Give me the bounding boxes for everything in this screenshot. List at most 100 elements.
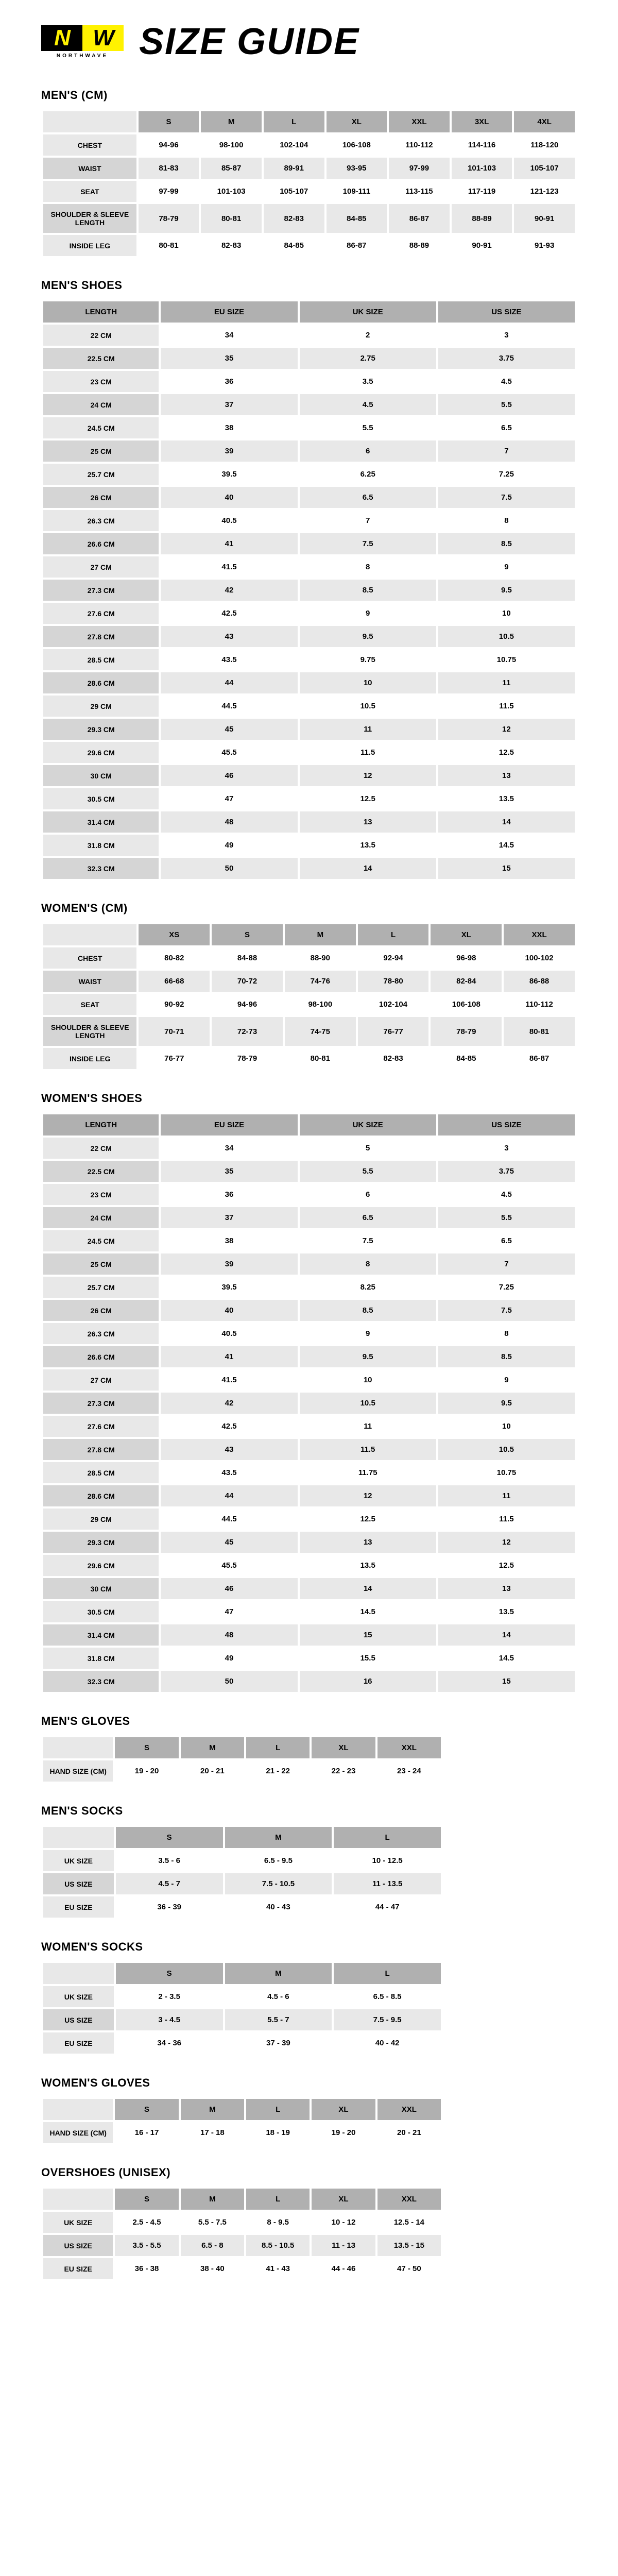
cell: 4.5 [438, 1184, 575, 1205]
cell: 110-112 [504, 994, 575, 1015]
cell: 78-79 [431, 1017, 502, 1046]
cell: 5.5 [300, 1161, 436, 1182]
cell: 114-116 [452, 134, 512, 156]
cell: 42.5 [161, 603, 297, 624]
cell: 3.5 - 6 [116, 1850, 223, 1871]
cell: 44 [161, 672, 297, 693]
cell: 81-83 [139, 158, 199, 179]
size-header: 4XL [514, 111, 575, 132]
cell: 3 [438, 1138, 575, 1159]
cell: 11.5 [438, 1509, 575, 1530]
cell: 106-108 [431, 994, 502, 1015]
cell: 82-83 [201, 235, 262, 256]
row-header: 27.3 CM [43, 580, 159, 601]
row-header: CHEST [43, 947, 136, 969]
brand-logo: N W NORTHWAVE [41, 25, 124, 59]
cell: 38 [161, 1230, 297, 1251]
cell: 3.75 [438, 348, 575, 369]
row-header: 27.8 CM [43, 626, 159, 647]
cell: 15.5 [300, 1648, 436, 1669]
cell: 37 - 39 [225, 2032, 332, 2054]
cell: 4.5 [438, 371, 575, 392]
cell: 37 [161, 1207, 297, 1228]
logo-w: W [82, 25, 124, 51]
cell: 9.5 [300, 626, 436, 647]
cell: 40 - 43 [225, 1896, 332, 1918]
shoes-header: US SIZE [438, 301, 575, 323]
cell: 86-87 [389, 204, 450, 233]
row-header: SEAT [43, 994, 136, 1015]
shoes-header: EU SIZE [161, 301, 297, 323]
cell: 9 [300, 1323, 436, 1344]
row-header: 27.6 CM [43, 1416, 159, 1437]
overshoes-table: SMLXLXXLUK SIZE2.5 - 4.55.5 - 7.58 - 9.5… [41, 2187, 443, 2281]
blank-header [43, 1737, 113, 1758]
cell: 42.5 [161, 1416, 297, 1437]
mens-cm-title: MEN'S (CM) [41, 89, 577, 102]
cell: 9 [438, 556, 575, 578]
size-header: XS [139, 924, 210, 945]
cell: 46 [161, 1578, 297, 1599]
row-header: 23 CM [43, 371, 159, 392]
cell: 4.5 - 6 [225, 1986, 332, 2007]
womens-shoes-table: LENGTHEU SIZEUK SIZEUS SIZE22 CM345322.5… [41, 1112, 577, 1694]
cell: 10 [438, 603, 575, 624]
blank-header [43, 924, 136, 945]
cell: 44 - 47 [334, 1896, 441, 1918]
cell: 8.5 [438, 533, 575, 554]
cell: 36 [161, 1184, 297, 1205]
cell: 5 [300, 1138, 436, 1159]
cell: 6.5 [438, 1230, 575, 1251]
row-header: 31.4 CM [43, 811, 159, 833]
cell: 6.5 [438, 417, 575, 438]
cell: 80-81 [139, 235, 199, 256]
cell: 94-96 [212, 994, 283, 1015]
cell: 8.5 [300, 580, 436, 601]
cell: 121-123 [514, 181, 575, 202]
cell: 90-92 [139, 994, 210, 1015]
blank-header [43, 2189, 113, 2210]
cell: 6 [300, 1184, 436, 1205]
row-header: EU SIZE [43, 2032, 114, 2054]
cell: 23 - 24 [377, 1760, 441, 1782]
cell: 5.5 [438, 394, 575, 415]
cell: 8 [300, 556, 436, 578]
cell: 13.5 [300, 1555, 436, 1576]
size-header: M [285, 924, 356, 945]
size-header: L [246, 2189, 310, 2210]
cell: 8 [438, 1323, 575, 1344]
cell: 45.5 [161, 742, 297, 763]
cell: 7 [438, 440, 575, 462]
cell: 10 [300, 1369, 436, 1391]
cell: 109-111 [327, 181, 387, 202]
cell: 47 - 50 [377, 2258, 441, 2279]
row-header: INSIDE LEG [43, 235, 136, 256]
size-header: XXL [504, 924, 575, 945]
cell: 70-72 [212, 971, 283, 992]
cell: 88-90 [285, 947, 356, 969]
shoes-header: EU SIZE [161, 1114, 297, 1136]
cell: 48 [161, 811, 297, 833]
cell: 43.5 [161, 1462, 297, 1483]
row-header: 24 CM [43, 394, 159, 415]
row-header: 29.6 CM [43, 742, 159, 763]
womens-gloves-table: SMLXLXXLHAND SIZE (CM)16 - 1717 - 1818 -… [41, 2097, 443, 2145]
cell: 46 [161, 765, 297, 786]
size-header: M [201, 111, 262, 132]
cell: 50 [161, 1671, 297, 1692]
cell: 78-80 [358, 971, 429, 992]
cell: 101-103 [452, 158, 512, 179]
size-header: M [181, 1737, 244, 1758]
cell: 10 [438, 1416, 575, 1437]
row-header: 22 CM [43, 325, 159, 346]
cell: 44 [161, 1485, 297, 1506]
row-header: 27 CM [43, 556, 159, 578]
cell: 82-83 [358, 1048, 429, 1069]
blank-header [43, 1827, 114, 1848]
size-header: XL [312, 1737, 375, 1758]
row-header: 22 CM [43, 1138, 159, 1159]
row-header: EU SIZE [43, 1896, 114, 1918]
cell: 44 - 46 [312, 2258, 375, 2279]
cell: 20 - 21 [377, 2122, 441, 2143]
cell: 9.5 [438, 1393, 575, 1414]
